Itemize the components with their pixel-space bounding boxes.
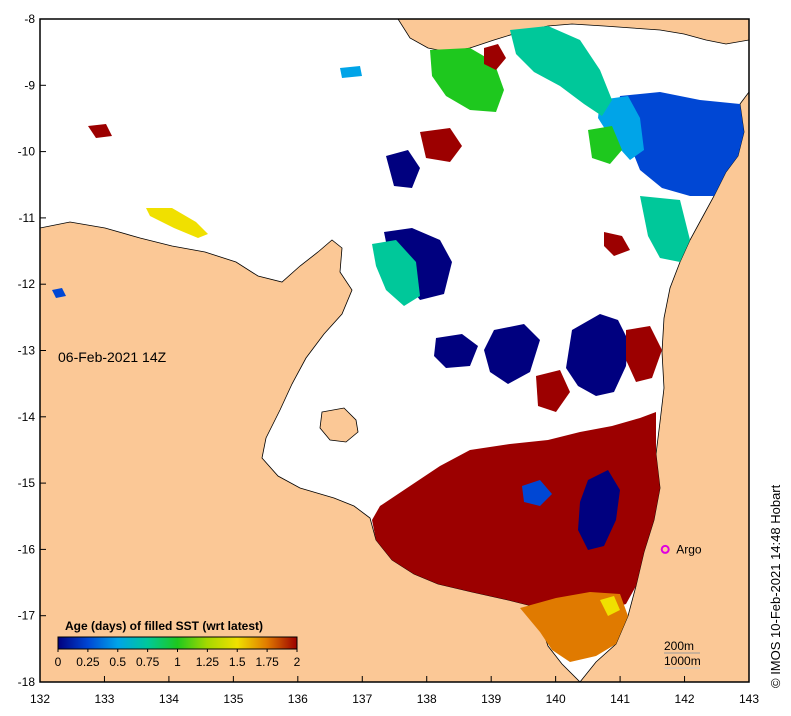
sst-patch-age-075-gulf: [372, 240, 420, 306]
sst-patch-age-0-centre: [566, 314, 628, 396]
lon-tick-label-2: 134: [159, 692, 179, 706]
colorbar-tick-label-2: 0.5: [109, 655, 126, 669]
sst-patch-age-2-ne: [484, 44, 506, 70]
sst-patch-age-15-yellow: [146, 208, 208, 238]
lat-tick-label-5: -13: [18, 344, 36, 358]
sst-age-field: [52, 26, 744, 662]
lon-tick-label-7: 139: [481, 692, 501, 706]
colorbar-tick-label-5: 1.25: [196, 655, 220, 669]
lat-tick-label-8: -16: [18, 542, 36, 556]
lat-tick-label-4: -12: [18, 277, 36, 291]
sst-patch-age-0-north: [386, 150, 420, 188]
lon-tick-label-3: 135: [223, 692, 243, 706]
sst-patch-age-025-east: [616, 92, 744, 196]
sst-patch-age-15: [600, 596, 620, 616]
sst-patch-age-05-small: [340, 66, 362, 78]
sst-patch-age-0-east: [578, 470, 620, 550]
colorbar-tick-label-6: 1.5: [229, 655, 246, 669]
sst-patch-age-025-groote: [52, 288, 66, 298]
sst-patch-age-0-west: [434, 334, 478, 368]
argo-label: Argo: [676, 542, 702, 556]
sst-patch-age-2-cluster: [626, 326, 662, 382]
colorbar-tick-label-8: 2: [294, 655, 301, 669]
lon-tick-label-1: 133: [94, 692, 114, 706]
sst-patch-age-1-east: [588, 126, 622, 164]
argo-float-marker[interactable]: [660, 544, 670, 554]
lat-tick-label-9: -17: [18, 609, 36, 623]
sst-patch-age-2-north: [420, 128, 462, 162]
sst-patch-age-2-east: [604, 232, 630, 256]
sst-patch-age-2-south: [372, 412, 660, 620]
lon-tick-label-11: 143: [739, 692, 759, 706]
sst-patch-age-075-ne: [510, 26, 612, 116]
lat-tick-label-1: -9: [24, 78, 35, 92]
sst-patch-age-075-strip: [640, 196, 690, 262]
lat-tick-label-10: -18: [18, 675, 36, 689]
lon-tick-label-10: 142: [675, 692, 695, 706]
sst-patch-age-175: [520, 592, 628, 662]
imos-credit: © IMOS 10-Feb-2021 14:48 Hobart: [768, 484, 783, 688]
sst-patch-age-05-east: [598, 96, 644, 160]
date-label: 06-Feb-2021 14Z: [58, 349, 167, 365]
lon-tick-label-5: 137: [352, 692, 372, 706]
colorbar-title: Age (days) of filled SST (wrt latest): [65, 619, 263, 633]
sst-patch-age-2-mid: [536, 370, 570, 412]
longitude-axis: 132 133 134 135 136 137 138 139 140 141 142 143: [30, 676, 759, 706]
sst-patch-age-2-nw: [88, 124, 112, 138]
sst-patch-age-0-mid: [484, 324, 540, 384]
land-groote-island: [319, 407, 359, 443]
lat-tick-label-0: -8: [24, 12, 35, 26]
lon-tick-label-8: 140: [546, 692, 566, 706]
colorbar-ramp: [57, 636, 298, 650]
contour-1000m-label: 1000m: [664, 654, 701, 668]
lon-tick-label-6: 138: [417, 692, 437, 706]
lat-tick-label-2: -10: [18, 145, 36, 159]
latitude-axis: -8 -9 -10 -11 -12 -13 -14 -15 -16 -17 -18: [18, 12, 46, 689]
colorbar-ticks: 0 0.25 0.5 0.75 1 1.25 1.5 1.75 2: [55, 649, 301, 669]
sst-patch-age-025-blob: [522, 480, 552, 506]
colorbar-tick-label-0: 0: [55, 655, 62, 669]
contour-200m-label: 200m: [664, 639, 694, 653]
lon-tick-label-4: 136: [288, 692, 308, 706]
colorbar-tick-label-7: 1.75: [255, 655, 279, 669]
lon-tick-label-0: 132: [30, 692, 50, 706]
colorbar-tick-label-1: 0.25: [76, 655, 100, 669]
lon-tick-label-9: 141: [610, 692, 630, 706]
lat-tick-label-6: -14: [18, 410, 36, 424]
lat-tick-label-7: -15: [18, 476, 36, 490]
lat-tick-label-3: -11: [19, 211, 36, 225]
colorbar-tick-label-4: 1: [174, 655, 181, 669]
colorbar-tick-label-3: 0.75: [136, 655, 160, 669]
